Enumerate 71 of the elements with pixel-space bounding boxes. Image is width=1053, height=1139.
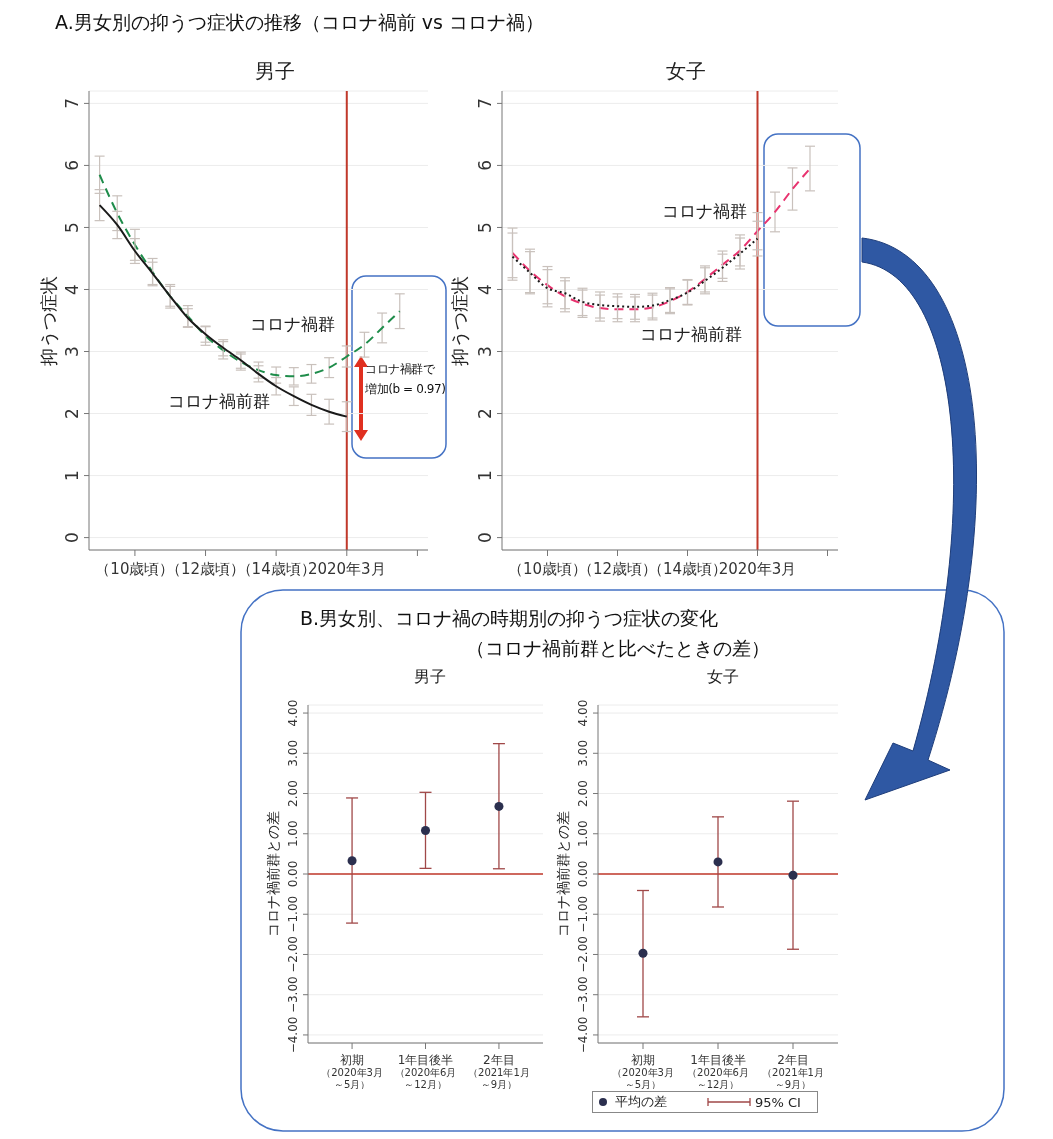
- y-tick-label: 0: [62, 532, 82, 544]
- y-tick-label: 1.00: [286, 820, 300, 848]
- text: 95% CI: [754, 1094, 801, 1110]
- y-tick-label: 3: [62, 346, 82, 357]
- point: [494, 801, 504, 811]
- y-tick-label: −1.00: [286, 895, 300, 933]
- y-tick-label: 4: [475, 284, 495, 295]
- point: [347, 856, 357, 866]
- x-tick-label: 2年目（2021年1月～9月）: [467, 1053, 531, 1091]
- x-tick-label: 初期（2020年3月～5月）: [611, 1053, 675, 1091]
- y-tick-label: 2: [62, 408, 82, 419]
- y-tick-label: −1.00: [576, 895, 590, 933]
- y-tick-label: 2.00: [576, 780, 590, 807]
- y-tick-label: 3.00: [286, 739, 300, 767]
- point: [638, 948, 648, 958]
- series-label: コロナ禍前群: [168, 390, 270, 413]
- y-tick-label: 0.00: [286, 860, 300, 888]
- y-tick-label: 3.00: [576, 739, 590, 767]
- y-axis-title: コロナ禍前群との差: [555, 811, 572, 937]
- line-series: [511, 167, 811, 311]
- x-tick-label: 2020年3月: [307, 560, 386, 578]
- y-tick-label: 7: [62, 97, 82, 109]
- y-tick-label: 4.00: [286, 699, 300, 727]
- series-label: コロナ禍前群: [640, 323, 742, 346]
- y-tick-label: 2.00: [286, 780, 300, 807]
- y-tick-label: 4.00: [576, 699, 590, 727]
- line-series: [511, 237, 759, 308]
- y-axis-title: 抑うつ症状: [37, 275, 60, 366]
- y-axis-title: 抑うつ症状: [448, 275, 471, 366]
- y-tick-label: −2.00: [286, 936, 300, 973]
- y-tick-label: 1.00: [576, 820, 590, 848]
- point: [420, 826, 431, 836]
- y-tick-label: −4.00: [286, 1016, 300, 1054]
- point: [713, 857, 723, 867]
- y-tick-label: 3: [475, 346, 495, 357]
- y-tick-label: −3.00: [576, 976, 590, 1014]
- y-tick-label: 6: [62, 160, 82, 171]
- annotation: コロナ禍群で: [365, 361, 435, 378]
- chart-title: 女子: [705, 666, 740, 688]
- x-tick-label: 1年目後半（2020年6月～12月）: [686, 1053, 750, 1091]
- y-tick-label: −4.00: [576, 1016, 590, 1054]
- y-tick-label: 0.00: [576, 860, 590, 888]
- y-tick-label: 6: [475, 160, 495, 171]
- series-label: コロナ禍群: [662, 200, 747, 223]
- y-tick-label: 5: [475, 222, 495, 233]
- x-tick-label: 2020年3月: [718, 560, 797, 578]
- line-series: [98, 173, 401, 378]
- annotation: 増加(b = 0.97): [365, 381, 446, 398]
- x-tick-label: 1年目後半（2020年6月～12月）: [393, 1053, 458, 1091]
- text: （コロナ禍前群と比べたときの差）: [466, 636, 770, 661]
- y-tick-label: 5: [62, 222, 82, 233]
- series-label: コロナ禍群: [250, 313, 335, 336]
- y-tick-label: 4: [62, 284, 82, 295]
- y-axis-title: コロナ禍前群との差: [265, 811, 282, 937]
- text: A.男女別の抑うつ症状の推移（コロナ禍前 vs コロナ禍）: [55, 10, 544, 35]
- x-tick-label: 2年目（2021年1月～9月）: [761, 1053, 825, 1091]
- text: B.男女別、コロナ禍の時期別の抑うつ症状の変化: [300, 606, 719, 631]
- chart-title: 女子: [665, 58, 707, 85]
- y-tick-label: 2: [475, 408, 495, 419]
- legend-label: 平均の差: [614, 1093, 667, 1111]
- y-tick-label: 1: [475, 470, 495, 481]
- x-tick-label: 初期（2020年3月～5月）: [320, 1053, 384, 1091]
- chart-title: 男子: [253, 58, 296, 85]
- y-tick-label: 0: [475, 532, 495, 544]
- y-tick-label: 1: [62, 470, 82, 481]
- line-series: [98, 204, 348, 418]
- chart-title: 男子: [413, 666, 447, 688]
- y-tick-label: −2.00: [576, 936, 590, 973]
- point: [788, 870, 798, 880]
- y-tick-label: −3.00: [286, 976, 300, 1014]
- y-tick-label: 7: [475, 97, 495, 109]
